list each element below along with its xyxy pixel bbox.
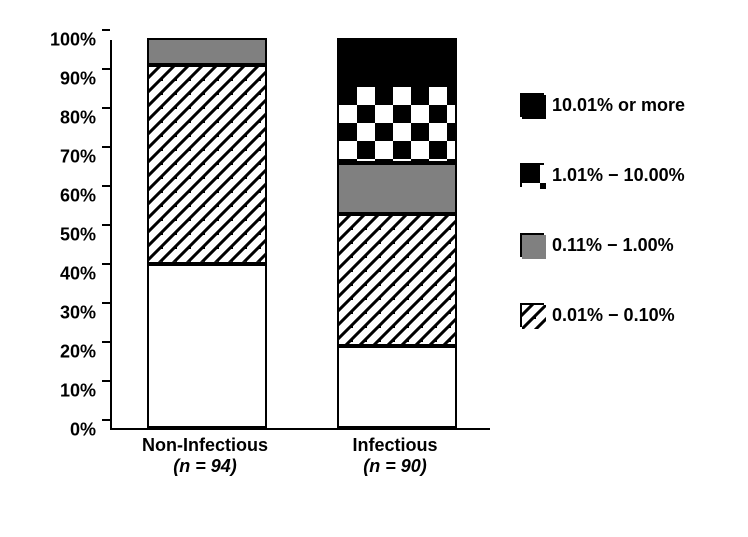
ytick-label: 50% (36, 225, 96, 246)
ytick-mark (102, 263, 110, 265)
ytick-mark (102, 185, 110, 187)
ytick-mark (102, 224, 110, 226)
segment-p1_01_10 (337, 85, 457, 163)
legend-item: 10.01% or more (520, 70, 748, 140)
legend-item: 0.01% − 0.10% (520, 280, 748, 350)
ytick-label: 100% (36, 30, 96, 51)
ytick-label: 80% (36, 108, 96, 129)
x-label: Non-Infectious(n = 94) (105, 435, 305, 477)
ytick-label: 30% (36, 303, 96, 324)
segment-p0_01_0_10 (147, 65, 267, 264)
plot-area (110, 40, 490, 430)
bar-non-infectious (147, 40, 267, 428)
legend-swatch (520, 233, 544, 257)
x-label-line2: (n = 94) (105, 456, 305, 477)
legend-label: 0.11% − 1.00% (552, 235, 674, 256)
legend-swatch (520, 163, 544, 187)
ytick-label: 90% (36, 69, 96, 90)
ytick-mark (102, 68, 110, 70)
stacked-bar-chart: 0% 10% 20% 30% 40% 50% 60% 70% 80% 90% 100% Non-In… (30, 30, 730, 510)
ytick-mark (102, 419, 110, 421)
segment-blank (147, 264, 267, 428)
ytick-mark (102, 380, 110, 382)
segment-p0_11_1_00 (147, 38, 267, 65)
ytick-label: 10% (36, 381, 96, 402)
legend-label: 10.01% or more (552, 95, 685, 116)
ytick-mark (102, 302, 110, 304)
ytick-mark (102, 341, 110, 343)
legend-item: 1.01% − 10.00% (520, 140, 748, 210)
ytick-label: 0% (36, 420, 96, 441)
bar-infectious (337, 40, 457, 428)
ytick-label: 60% (36, 186, 96, 207)
ytick-label: 40% (36, 264, 96, 285)
ytick-mark (102, 29, 110, 31)
legend-label: 1.01% − 10.00% (552, 165, 685, 186)
ytick-mark (102, 107, 110, 109)
legend-swatch (520, 303, 544, 327)
legend-item: 0.11% − 1.00% (520, 210, 748, 280)
x-label: Infectious(n = 90) (295, 435, 495, 477)
x-axis-labels: Non-Infectious(n = 94)Infectious(n = 90) (110, 435, 490, 505)
legend-swatch (520, 93, 544, 117)
legend-label: 0.01% − 0.10% (552, 305, 675, 326)
segment-p0_01_0_10 (337, 214, 457, 347)
x-label-line1: Non-Infectious (105, 435, 305, 456)
segment-p0_11_1_00 (337, 163, 457, 214)
ytick-label: 20% (36, 342, 96, 363)
segment-p10_plus (337, 38, 457, 85)
x-label-line1: Infectious (295, 435, 495, 456)
y-axis: 0%10%20%30%40%50%60%70%80%90%100% (30, 40, 108, 430)
legend: 10.01% or more 1.01% − 10.00% 0.11% − 1.00… (520, 70, 748, 350)
segment-blank (337, 346, 457, 428)
bars-container (112, 40, 490, 428)
ytick-mark (102, 146, 110, 148)
ytick-label: 70% (36, 147, 96, 168)
x-label-line2: (n = 90) (295, 456, 495, 477)
